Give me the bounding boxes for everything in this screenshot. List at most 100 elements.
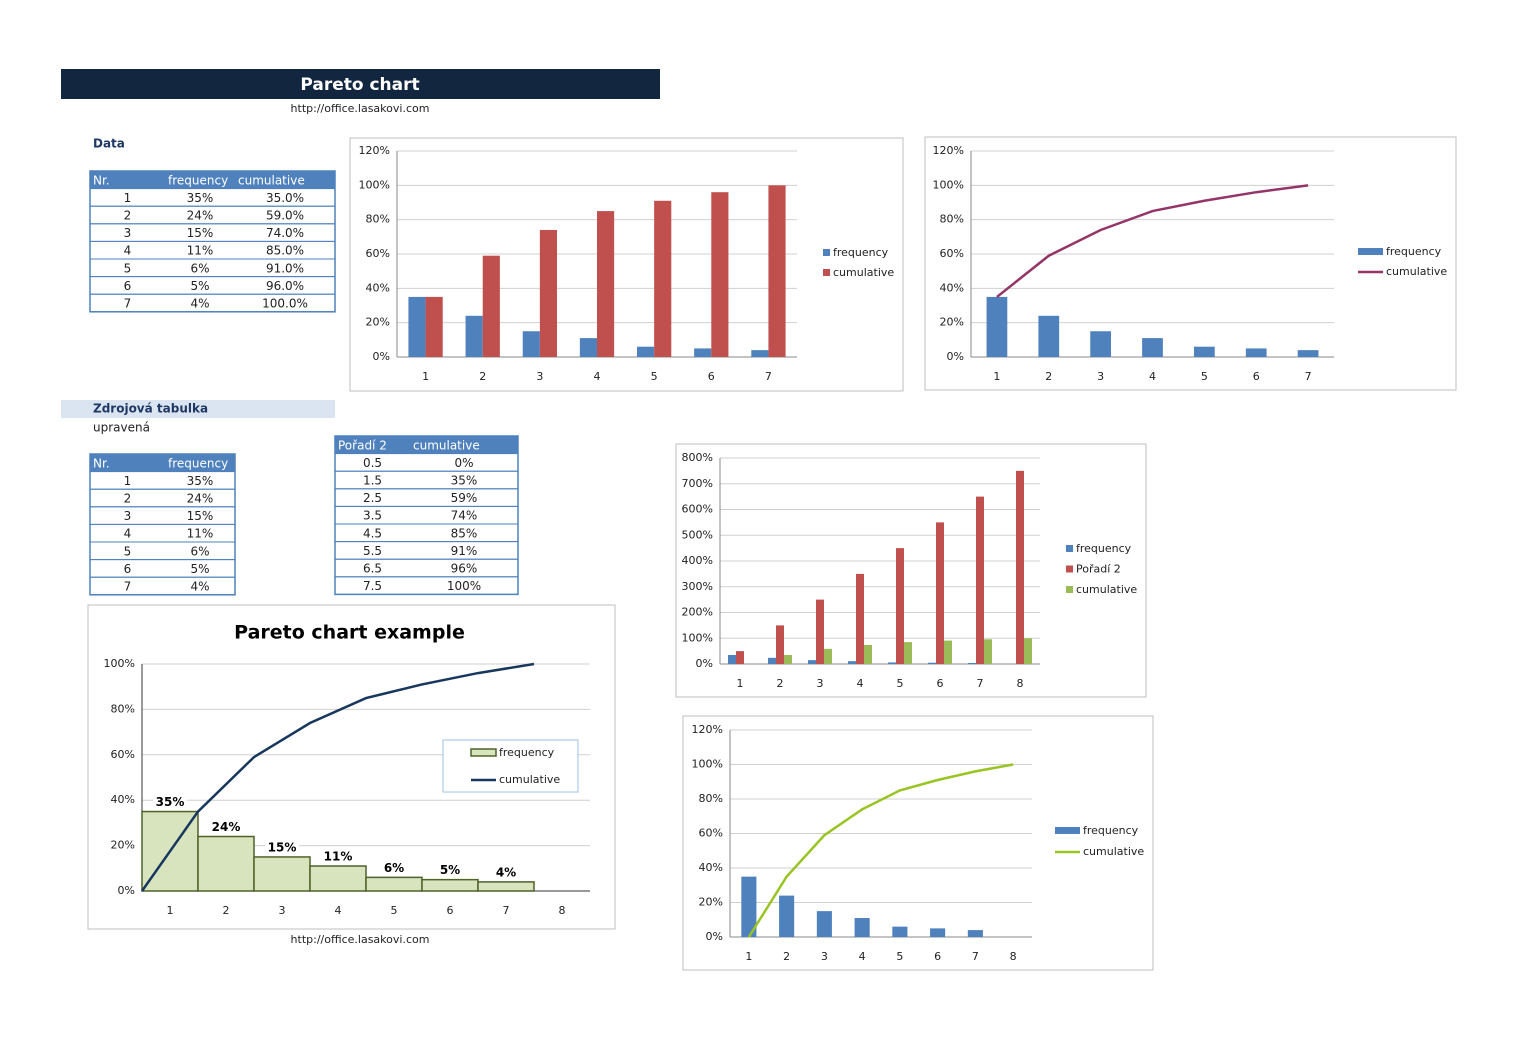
- bar: [904, 642, 912, 664]
- bar: [944, 640, 952, 664]
- x-tick-label: 2: [783, 950, 790, 963]
- bar: [711, 192, 729, 357]
- y-tick-label: 800%: [682, 451, 713, 464]
- y-tick-label: 60%: [366, 247, 390, 260]
- x-tick-label: 5: [896, 950, 903, 963]
- x-tick-label: 8: [559, 904, 566, 917]
- column-header: Nr.: [93, 456, 110, 470]
- table-cell: 59.0%: [266, 209, 304, 223]
- data-label: 15%: [268, 840, 297, 854]
- chart-frame: [924, 136, 1457, 391]
- table-cell: 6.5: [363, 562, 382, 576]
- bar: [768, 185, 786, 357]
- y-tick-label: 700%: [682, 477, 713, 490]
- table-cell: 7.5: [363, 579, 382, 593]
- bar: [482, 255, 500, 357]
- bar: [816, 599, 824, 664]
- x-tick-label: 8: [1010, 950, 1017, 963]
- bar: [694, 348, 712, 357]
- table-cell: 24%: [187, 209, 214, 223]
- table-cell: 5%: [190, 562, 209, 576]
- x-tick-label: 4: [594, 370, 601, 383]
- y-tick-label: 100%: [359, 178, 390, 191]
- data-label: 24%: [212, 820, 241, 834]
- table-border: [334, 435, 519, 596]
- bar: [421, 878, 479, 892]
- legend-label: cumulative: [1386, 265, 1447, 278]
- table-cell: 91.0%: [266, 261, 304, 275]
- y-tick-label: 120%: [692, 723, 723, 736]
- bar: [784, 654, 792, 664]
- x-tick-label: 7: [503, 904, 510, 917]
- column-header: frequency: [168, 173, 228, 187]
- bar: [1090, 331, 1112, 357]
- bar: [776, 625, 784, 664]
- x-tick-label: 6: [1253, 370, 1260, 383]
- x-tick-label: 6: [937, 677, 944, 690]
- legend-swatch: [1358, 248, 1383, 255]
- table-cell: 35%: [451, 474, 478, 488]
- y-tick-label: 40%: [699, 861, 723, 874]
- y-tick-label: 300%: [682, 580, 713, 593]
- column-header: Pořadí 2: [338, 438, 387, 452]
- y-tick-label: 0%: [118, 884, 135, 897]
- bar: [197, 835, 255, 892]
- bar: [728, 654, 736, 664]
- x-tick-label: 1: [745, 950, 752, 963]
- x-tick-label: 7: [972, 950, 979, 963]
- y-tick-label: 40%: [111, 793, 135, 806]
- table-cell: 96.0%: [266, 279, 304, 293]
- x-tick-label: 1: [993, 370, 1000, 383]
- table-cell: 35%: [187, 191, 214, 205]
- table-cell: 74.0%: [266, 226, 304, 240]
- column-header: frequency: [168, 456, 228, 470]
- footer-url: http://office.lasakovi.com: [291, 933, 430, 946]
- bar: [854, 918, 870, 937]
- table-border: [89, 170, 336, 313]
- bar: [1245, 348, 1267, 357]
- x-tick-label: 4: [859, 950, 866, 963]
- section-note: upravená: [93, 421, 150, 435]
- table-row: [89, 541, 236, 561]
- y-tick-label: 120%: [933, 144, 964, 157]
- y-tick-label: 80%: [940, 213, 964, 226]
- table-cell: 85%: [451, 526, 478, 540]
- legend-label: cumulative: [1083, 845, 1144, 858]
- y-tick-label: 120%: [359, 144, 390, 157]
- header-bar: [61, 69, 660, 99]
- bar: [936, 522, 944, 664]
- bar: [768, 657, 776, 664]
- table-header: [335, 436, 518, 454]
- table-cell: 2.5: [363, 491, 382, 505]
- y-tick-label: 200%: [682, 606, 713, 619]
- table-cell: 0.5: [363, 456, 382, 470]
- x-tick-label: 3: [817, 677, 824, 690]
- y-tick-label: 20%: [940, 316, 964, 329]
- bar: [309, 865, 367, 892]
- bar: [465, 315, 483, 357]
- table-cell: 5%: [190, 279, 209, 293]
- bar: [986, 296, 1008, 357]
- legend-label: cumulative: [499, 773, 560, 786]
- x-tick-label: 1: [167, 904, 174, 917]
- legend-label: frequency: [1083, 824, 1139, 837]
- data-label: 11%: [324, 850, 353, 864]
- x-tick-label: 4: [1149, 370, 1156, 383]
- x-tick-label: 7: [1305, 370, 1312, 383]
- y-tick-label: 0%: [696, 657, 713, 670]
- y-tick-label: 100%: [682, 631, 713, 644]
- bar: [808, 660, 816, 664]
- label-background: [265, 840, 299, 855]
- bar: [597, 211, 615, 357]
- table-cell: 5: [124, 544, 132, 558]
- bar: [477, 881, 535, 892]
- legend-swatch: [470, 748, 497, 757]
- table-cell: 4%: [190, 580, 209, 594]
- y-tick-label: 80%: [366, 213, 390, 226]
- bar: [1038, 315, 1060, 357]
- label-background: [433, 863, 467, 878]
- line: [747, 763, 1014, 938]
- legend-label: cumulative: [1076, 583, 1137, 596]
- x-tick-label: 3: [536, 370, 543, 383]
